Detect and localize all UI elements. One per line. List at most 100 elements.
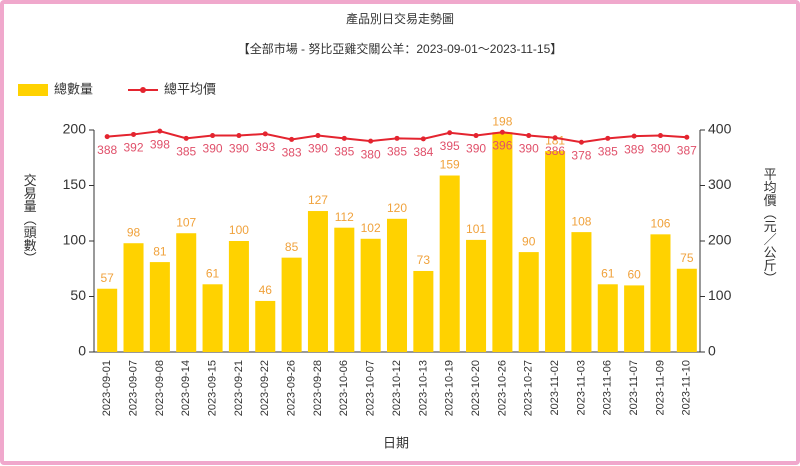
bar-value-label: 60 xyxy=(627,268,641,282)
x-tick-label: 2023-09-21 xyxy=(233,360,245,416)
line-point xyxy=(394,135,400,141)
line-point xyxy=(341,135,347,141)
bar xyxy=(202,284,223,352)
line-point xyxy=(473,133,479,139)
y-tick-label: 200 xyxy=(63,121,87,137)
x-tick-label: 2023-10-13 xyxy=(417,360,429,416)
x-tick-label: 2023-09-01 xyxy=(101,360,113,416)
line-point xyxy=(578,139,584,145)
chart: 產品別日交易走勢圖 【全部市場 - 努比亞雞交關公羊：2023-09-01～20… xyxy=(18,11,777,450)
bar-value-label: 127 xyxy=(308,193,328,207)
legend-swatch xyxy=(18,84,48,96)
line-value-label: 386 xyxy=(545,144,565,158)
line-value-label: 388 xyxy=(97,143,117,157)
legend-label: 總平均價 xyxy=(164,81,216,96)
line-value-label: 390 xyxy=(203,142,223,156)
line-value-label: 389 xyxy=(624,142,644,156)
line-value-label: 390 xyxy=(466,142,486,156)
line-value-label: 390 xyxy=(308,142,328,156)
chart-title: 產品別日交易走勢圖 xyxy=(346,11,454,26)
line-point xyxy=(183,135,189,141)
bar-value-label: 107 xyxy=(176,215,196,229)
bar xyxy=(123,243,144,352)
bar-value-label: 85 xyxy=(285,240,299,254)
x-tick-label: 2023-10-12 xyxy=(391,360,403,416)
bar-value-label: 102 xyxy=(361,221,381,235)
bar xyxy=(386,218,408,352)
line-value-label: 393 xyxy=(255,140,275,154)
bar xyxy=(492,132,513,352)
line-value-label: 387 xyxy=(677,143,697,157)
line-point xyxy=(368,138,374,144)
x-axis-title: 日期 xyxy=(383,435,409,450)
legend-swatch xyxy=(140,87,146,93)
bar xyxy=(334,227,355,352)
bar xyxy=(413,270,434,352)
line-value-label: 395 xyxy=(440,139,460,153)
bar-value-label: 159 xyxy=(440,158,460,172)
x-tick-label: 2023-10-20 xyxy=(470,360,482,416)
line-point xyxy=(552,135,558,141)
line-point xyxy=(210,133,216,139)
bar xyxy=(149,262,170,352)
line-point xyxy=(104,134,110,140)
bar xyxy=(307,211,328,352)
bar xyxy=(439,175,460,352)
x-tick-label: 2023-10-19 xyxy=(444,360,456,416)
bar xyxy=(545,151,566,352)
line-point xyxy=(262,131,268,137)
y2-tick-label: 400 xyxy=(708,121,732,137)
x-tick-label: 2023-10-27 xyxy=(523,360,535,416)
bar-value-label: 75 xyxy=(680,251,694,265)
bar-value-label: 46 xyxy=(259,283,273,297)
bar-value-label: 61 xyxy=(601,266,615,280)
line-point xyxy=(420,136,426,142)
bar xyxy=(518,252,539,352)
bar xyxy=(255,300,276,352)
bar xyxy=(281,257,302,352)
x-tick-label: 2023-11-09 xyxy=(654,360,666,415)
bar-value-label: 98 xyxy=(127,225,141,239)
chart-subtitle: 【全部市場 - 努比亞雞交關公羊：2023-09-01～2023-11-15】 xyxy=(238,41,563,56)
y-tick-label: 150 xyxy=(63,176,87,192)
line-value-label: 390 xyxy=(650,142,670,156)
y2-tick-label: 300 xyxy=(708,176,732,192)
bar xyxy=(466,239,487,352)
line-point xyxy=(157,128,163,134)
bar-value-label: 101 xyxy=(466,222,486,236)
line-value-label: 390 xyxy=(519,142,539,156)
bar xyxy=(360,238,381,352)
line-value-label: 392 xyxy=(124,141,144,155)
x-tick-label: 2023-09-15 xyxy=(206,360,218,416)
y2-tick-label: 0 xyxy=(708,343,716,359)
bar-value-label: 108 xyxy=(571,214,591,228)
bar-value-label: 100 xyxy=(229,223,249,237)
x-tick-label: 2023-09-14 xyxy=(180,360,192,416)
line-value-label: 385 xyxy=(176,144,196,158)
line-point xyxy=(684,134,690,140)
line-value-label: 378 xyxy=(571,148,591,162)
y2-tick-label: 100 xyxy=(708,287,732,303)
bar xyxy=(571,232,592,352)
legend-label: 總數量 xyxy=(54,81,93,96)
y-tick-label: 50 xyxy=(70,287,86,303)
bar-value-label: 198 xyxy=(492,114,512,128)
line-point xyxy=(499,129,505,135)
bar xyxy=(650,234,671,352)
line-value-label: 398 xyxy=(150,137,170,151)
bar-value-label: 81 xyxy=(153,244,167,258)
line-point xyxy=(526,133,532,139)
line-point xyxy=(236,133,242,139)
x-tick-label: 2023-09-08 xyxy=(154,360,166,416)
bar xyxy=(624,285,645,352)
bar xyxy=(676,268,697,352)
x-tick-label: 2023-09-28 xyxy=(312,360,324,416)
bar xyxy=(97,288,118,352)
y-axis-title: 交易量（頭數） xyxy=(22,173,37,265)
y2-tick-label: 200 xyxy=(708,232,732,248)
bar xyxy=(597,284,618,352)
x-tick-label: 2023-10-26 xyxy=(496,360,508,416)
line-value-label: 383 xyxy=(282,146,302,160)
line-value-label: 385 xyxy=(334,144,354,158)
